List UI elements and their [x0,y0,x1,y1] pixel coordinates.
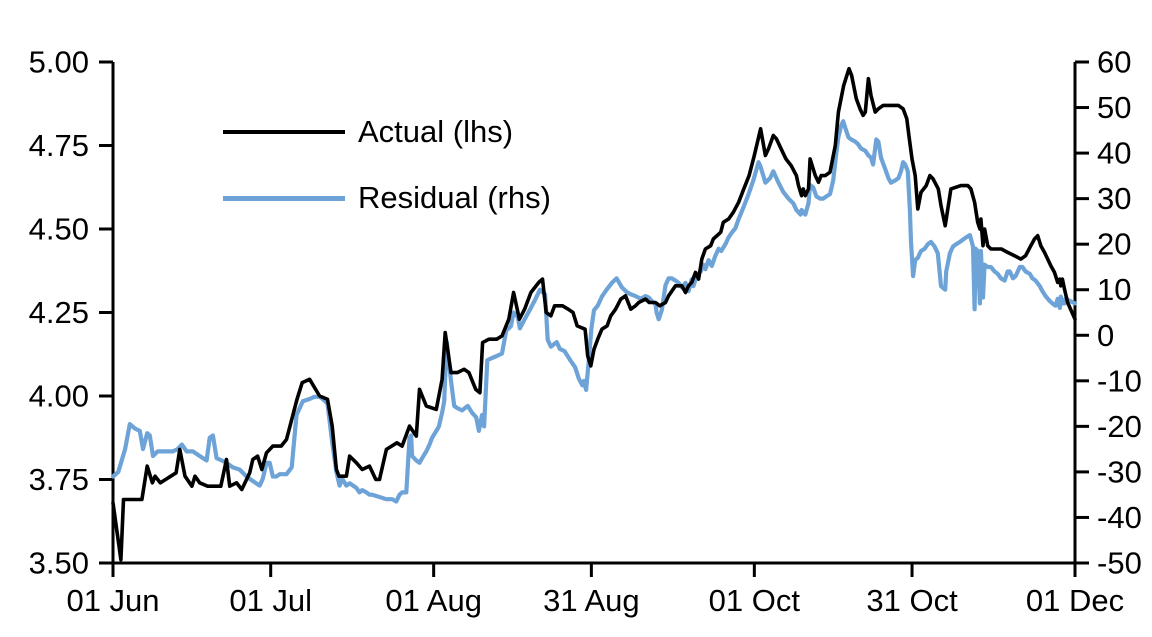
x-axis-tick-label: 31 Oct [866,583,958,618]
right-axis-tick-label: -40 [1097,500,1142,535]
legend-item-residual: Residual (rhs) [223,178,551,218]
residual-line-swatch [223,195,345,201]
actual-line-swatch [223,130,345,134]
right-axis-tick-label: 60 [1097,45,1131,80]
left-axis-tick-label: 4.75 [29,128,89,163]
right-axis-tick-label: 20 [1097,227,1131,262]
left-axis-tick-label: 3.75 [29,462,89,497]
x-axis-tick-label: 01 Aug [385,583,482,618]
legend: Actual (lhs) Residual (rhs) [223,112,551,244]
right-axis-tick-label: 0 [1097,318,1114,353]
x-axis-tick-label: 01 Oct [709,583,801,618]
legend-label-actual: Actual (lhs) [358,114,514,149]
right-axis-tick-label: 50 [1097,90,1131,125]
right-axis-tick-label: -10 [1097,363,1142,398]
actual-line [111,66,1077,562]
x-axis-tick-label: 01 Jun [66,583,159,618]
legend-item-actual: Actual (lhs) [223,112,551,152]
legend-label-residual: Residual (rhs) [358,180,551,215]
left-axis-tick-label: 3.50 [29,546,89,581]
x-axis-tick-label: 31 Aug [543,583,640,618]
left-axis-tick-label: 4.50 [29,212,89,247]
left-axis-tick-label: 5.00 [29,45,89,80]
left-axis-tick-label: 4.00 [29,379,89,414]
left-axis-tick-label: 4.25 [29,295,89,330]
right-axis-tick-label: 30 [1097,181,1131,216]
right-axis-tick-label: -20 [1097,409,1142,444]
x-axis-tick-label: 01 Jul [229,583,312,618]
x-axis-tick-label: 01 Dec [1026,583,1124,618]
right-axis-tick-label: -50 [1097,546,1142,581]
right-axis-tick-label: -30 [1097,454,1142,489]
right-axis-tick-label: 40 [1097,136,1131,171]
right-axis-tick-label: 10 [1097,272,1131,307]
